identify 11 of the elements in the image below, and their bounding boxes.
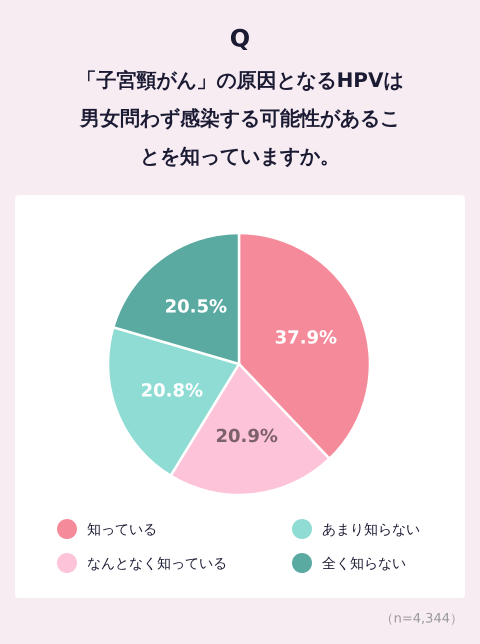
data-label: 20.8%: [140, 380, 204, 402]
legend-label: 知っている: [87, 522, 157, 538]
legend-label: 全く知らない: [322, 556, 406, 572]
legend-label: あまり知らない: [322, 522, 420, 538]
legend-label: なんとなく知っている: [87, 556, 227, 572]
data-label: 20.5%: [164, 296, 228, 318]
data-label: 37.9%: [274, 327, 338, 348]
text: （n=4,344）: [380, 612, 463, 627]
chart-title: Q: [230, 24, 250, 52]
data-label: 20.9%: [215, 426, 278, 447]
chart-subtitle: 「子宮頸がん」の原因となるHPVは男女問わず感染する可能性があることを知っていますか。: [76, 68, 404, 168]
